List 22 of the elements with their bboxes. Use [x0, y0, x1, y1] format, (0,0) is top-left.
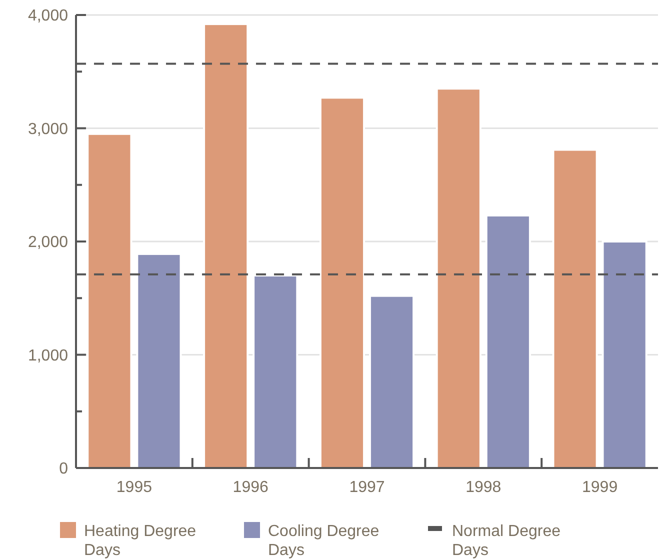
y-tick-label: 3,000	[28, 120, 68, 138]
bar	[368, 294, 415, 469]
legend-label: Cooling Degree Days	[268, 523, 380, 559]
x-tick-label: 1998	[466, 479, 502, 496]
bar	[86, 132, 132, 469]
y-tick-label: 0	[59, 460, 68, 478]
bar	[485, 214, 531, 469]
bar	[136, 252, 182, 469]
x-tick-label: 1995	[116, 479, 152, 496]
x-tick-label: 1996	[232, 479, 268, 496]
bar	[552, 148, 598, 469]
bar	[203, 23, 249, 469]
y-tick-label: 4,000	[28, 8, 68, 25]
legend-label: Normal Degree Days	[452, 523, 561, 559]
legend-label: Heating Degree Days	[84, 523, 196, 559]
y-tick-label: 1,000	[28, 347, 68, 364]
bar	[319, 96, 366, 469]
bar	[602, 240, 648, 469]
x-tick-label: 1999	[582, 479, 618, 496]
y-tick-label: 2,000	[28, 234, 68, 252]
x-tick-label: 1997	[349, 479, 385, 496]
bar	[436, 88, 482, 469]
